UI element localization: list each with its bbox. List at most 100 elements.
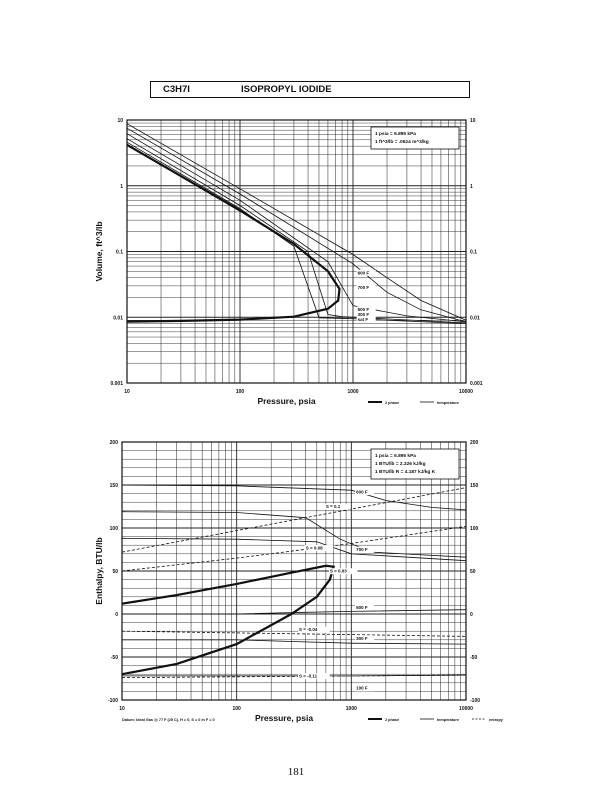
chart2-ylabel: Enthalpy, BTU/lb: [94, 537, 104, 604]
chart1-annotation-4: sat F: [358, 317, 369, 322]
chart2-annotation-1: S = 0.1: [326, 504, 341, 509]
chart2-series-2-phase-0: [121, 564, 336, 676]
page-number: 181: [287, 766, 305, 778]
chart1-frame: [126, 119, 467, 384]
chart2-ytick-label-right: 100: [470, 526, 479, 532]
chart1-series-temperature-1: [126, 123, 467, 321]
chart1-ylabel: Volume, ft^3/lb: [94, 221, 104, 281]
chart2-annotation-4: S = 0.03: [330, 569, 347, 574]
chart1-note-box: [370, 126, 460, 150]
chart1-xtick-label: 10000: [459, 389, 473, 395]
chart2-annotation-2: S = 0.08: [306, 546, 323, 551]
chart2-xlabel: Pressure, psia: [255, 713, 313, 723]
chart2-note-1: 1 BTU/lb = 2.326 kJ/kg: [375, 461, 426, 467]
chart1-series-temperature-4: [126, 138, 467, 324]
chart2-series-temperature-2: [121, 511, 467, 558]
chart2-annotation-bg: [304, 545, 334, 551]
chart2-annotation-bg: [355, 489, 375, 496]
chart2-annotation-8: S = -0.11: [299, 674, 318, 679]
chart2-annotation-bg: [298, 673, 330, 680]
chart2-ytick-label-left: 100: [110, 526, 119, 532]
chart2-series-temperature-3: [121, 537, 467, 562]
chart1-annotation-0: 600 F: [358, 270, 370, 275]
chart1-xtick-label: 100: [236, 389, 245, 395]
chart1-annotation-bg: [356, 311, 376, 318]
chart2-series-temperature-4: [122, 609, 467, 615]
chart2-xtick-label: 10000: [459, 706, 473, 712]
chart1-ytick-label-left: 1: [120, 184, 123, 190]
chemical-formula: C3H7I: [163, 84, 190, 95]
chart2-ytick-label-right: -50: [470, 655, 477, 661]
chart1-ytick-label-right: 0.001: [470, 381, 483, 387]
chart2-annotation-bg: [355, 604, 375, 611]
chart2-series-entropy-7: [121, 487, 467, 553]
chart2-ytick-label-left: -50: [111, 655, 118, 661]
chart1-series-temperature-2: [126, 127, 467, 323]
chart2-legend-label-0: 2 phase: [385, 718, 399, 722]
chart2-annotation-0: 600 F: [356, 490, 368, 495]
chart2-series-temperature-5: [122, 639, 467, 645]
chart2-xtick-label: 10: [119, 706, 125, 712]
title-box: C3H7I ISOPROPYL IODIDE: [150, 81, 470, 98]
chart2-ytick-label-left: 50: [112, 569, 118, 575]
chart2-annotation-9: 100 F: [356, 686, 368, 691]
chart1-ytick-label-right: 1: [470, 184, 473, 190]
chart1-note-0: 1 psia = 6.895 kPa: [375, 131, 416, 137]
chart2-note-box: [370, 448, 460, 480]
chart2-series-entropy-10: [121, 674, 467, 678]
chart2-annotation-bg: [355, 685, 375, 692]
chart2-annotation-6: S = -0.04: [299, 627, 318, 632]
chart2-ytick-label-left: 150: [110, 483, 119, 489]
chart1-ytick-label-left: 0.1: [116, 250, 123, 256]
chart2-ytick-label-right: 200: [470, 440, 479, 446]
chart2-legend-label-2: entropy: [489, 718, 504, 722]
chart2-footer-datum: Datum: Ideal Gas @ 77 F (25 C), H = 0, S…: [122, 718, 215, 722]
chart2-ytick-label-right: -100: [470, 698, 480, 704]
chart2-note-0: 1 psia = 6.895 kPa: [375, 453, 416, 459]
chart1-legend-label-1: temperature: [437, 401, 459, 405]
chart2-series-temperature-1: [121, 484, 467, 511]
chart2-annotation-bg: [324, 503, 351, 510]
chart1-ytick-label-left: 0.001: [110, 381, 123, 387]
chart2-annotation-bg: [328, 568, 358, 575]
compound-name: ISOPROPYL IODIDE: [241, 84, 332, 95]
chart2-annotation-7: 300 F: [356, 636, 368, 641]
chart2-legend-label-1: temperature: [437, 718, 459, 722]
chart1-ytick-label-left: 10: [117, 118, 123, 124]
chart2-note-2: 1 BTU/lb R = 4.187 kJ/kg K: [375, 469, 436, 475]
chart2-annotation-5: 500 F: [356, 605, 368, 610]
chart1-ytick-label-right: 10: [470, 118, 476, 124]
chart1-note-1: 1 ft^3/lb = .0624 m^3/kg: [375, 139, 429, 145]
chart1-xlabel: Pressure, psia: [257, 396, 315, 406]
chart2-ytick-label-right: 0: [470, 612, 473, 618]
chart1-xtick-label: 1000: [347, 389, 358, 395]
chart1-annotation-2: 500 F: [358, 307, 370, 312]
chart1-annotation-bg: [356, 316, 376, 323]
chart2-series-entropy-9: [121, 630, 467, 637]
chart2-xtick-label: 100: [232, 706, 241, 712]
chart2-ytick-label-right: 50: [470, 569, 476, 575]
chart1-annotation-3: 300 F: [358, 312, 370, 317]
chart1-series-temperature-3: [126, 133, 467, 323]
chart1-legend-label-0: 2 phase: [385, 401, 399, 405]
chart2-annotation-bg: [355, 635, 375, 642]
chart1-annotation-bg: [356, 284, 376, 291]
chart2-annotation-3: 700 F: [356, 547, 368, 552]
chart2-annotation-bg: [355, 546, 375, 553]
chart1-ytick-label-right: 0.1: [470, 250, 477, 256]
chart1-series-2-phase-0: [126, 143, 341, 323]
chart2-ytick-label-right: 150: [470, 483, 479, 489]
chart2-ytick-label-left: 200: [110, 440, 119, 446]
chart1-xtick-label: 10: [124, 389, 130, 395]
chart1-ytick-label-right: 0.01: [470, 315, 480, 321]
chart1-ytick-label-left: 0.01: [113, 315, 123, 321]
chart2-ytick-label-left: -100: [108, 698, 118, 704]
chart1-annotation-1: 700 F: [358, 285, 370, 290]
chart2-xtick-label: 1000: [346, 706, 357, 712]
chart2-annotation-bg: [298, 626, 330, 633]
chart1-annotation-bg: [356, 306, 376, 313]
chart2-series-entropy-8: [121, 525, 467, 572]
chart1-annotation-bg: [356, 269, 376, 276]
chart2-ytick-label-left: 0: [115, 612, 118, 618]
